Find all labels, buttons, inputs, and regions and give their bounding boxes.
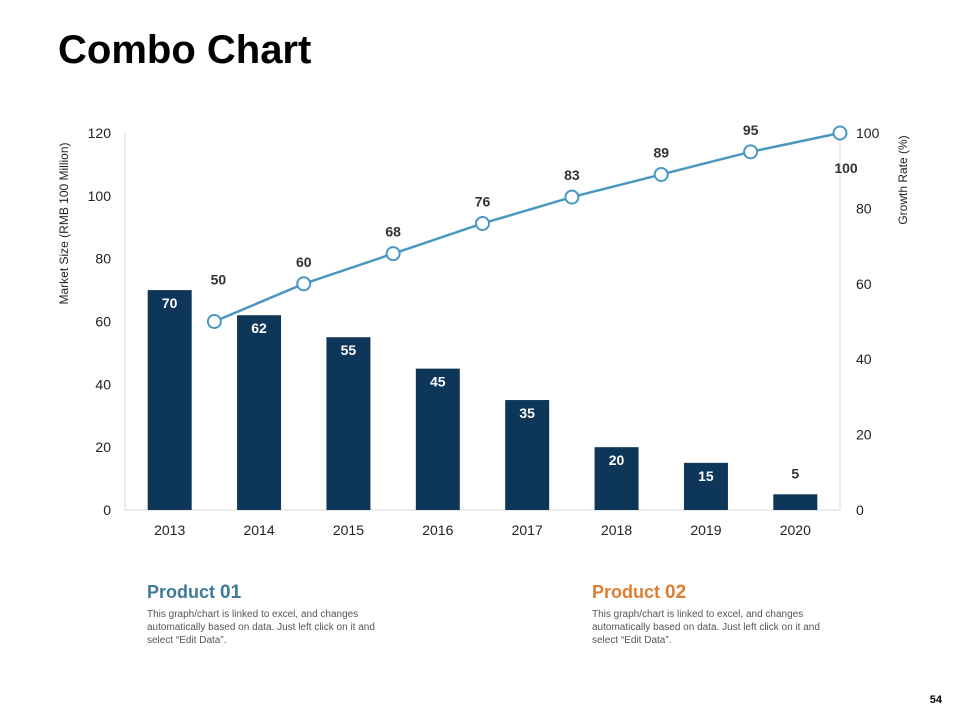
growth-data-label: 83 (564, 167, 580, 183)
bar (147, 290, 192, 510)
bar-data-label: 20 (609, 452, 625, 468)
x-tick-label: 2019 (690, 522, 721, 538)
left-tick-label: 80 (95, 251, 111, 267)
left-tick-label: 0 (103, 502, 111, 518)
x-tick-label: 2015 (333, 522, 364, 538)
bar-data-label: 55 (341, 342, 357, 358)
product-02-block: Product 02 This graph/chart is linked to… (592, 582, 832, 647)
right-tick-label: 20 (856, 427, 872, 443)
growth-data-label: 100 (834, 160, 858, 176)
x-tick-label: 2018 (601, 522, 632, 538)
product-01-description: This graph/chart is linked to excel, and… (147, 609, 375, 646)
growth-data-label: 76 (475, 193, 491, 209)
bar-data-label: 15 (698, 468, 714, 484)
x-tick-label: 2013 (154, 522, 185, 538)
bar (594, 447, 639, 510)
bar-data-label: 70 (162, 295, 178, 311)
left-tick-label: 120 (88, 125, 112, 141)
left-tick-label: 60 (95, 314, 111, 330)
x-tick-label: 2020 (780, 522, 811, 538)
bar (773, 494, 818, 510)
bar-data-label: 45 (430, 374, 446, 390)
growth-point (832, 125, 848, 141)
growth-data-label: 68 (385, 224, 401, 240)
x-tick-label: 2014 (243, 522, 274, 538)
growth-point (296, 276, 312, 292)
bar-data-label: 35 (519, 405, 535, 421)
y-axis-title: Market Size (RMB 100 Million) (57, 142, 71, 304)
x-tick-label: 2017 (512, 522, 543, 538)
product-01-name: Product (147, 582, 216, 602)
product-02-number: 02 (665, 582, 687, 603)
page-number: 54 (929, 694, 942, 706)
growth-data-label: 60 (296, 254, 312, 270)
growth-point (743, 144, 759, 160)
product-01-block: Product 01 This graph/chart is linked to… (147, 582, 387, 647)
left-tick-label: 40 (95, 376, 111, 392)
right-tick-label: 100 (856, 125, 880, 141)
bar-data-label: 5 (791, 465, 799, 481)
bar-data-label: 62 (251, 320, 267, 336)
bar (237, 315, 282, 510)
page-title: Combo Chart (58, 28, 312, 72)
product-01-title: Product 01 (147, 582, 387, 604)
right-tick-label: 0 (856, 502, 864, 518)
y2-axis-title: Growth Rate (%) (896, 135, 910, 224)
growth-line (213, 131, 841, 323)
bar (326, 337, 371, 510)
product-02-title: Product 02 (592, 582, 832, 604)
left-tick-label: 20 (95, 439, 111, 455)
growth-point (206, 314, 222, 329)
growth-point (385, 246, 401, 262)
growth-point (475, 215, 490, 231)
bar (415, 368, 460, 510)
growth-data-label: 89 (653, 144, 669, 160)
product-01-number: 01 (220, 582, 242, 603)
right-tick-label: 80 (856, 200, 872, 216)
growth-data-label: 50 (211, 272, 227, 288)
product-02-name: Product (592, 582, 661, 602)
right-tick-label: 60 (856, 276, 872, 292)
bar (505, 400, 550, 510)
x-tick-label: 2016 (422, 522, 453, 538)
bar (683, 462, 728, 510)
right-tick-label: 40 (856, 351, 872, 367)
growth-point (564, 189, 580, 205)
growth-point (653, 166, 669, 182)
left-tick-label: 100 (88, 188, 112, 204)
growth-data-label: 95 (743, 122, 759, 138)
combo-chart: 0 20 40 60 80 100 120 0 20 40 60 80 100 Market Size (… (57, 122, 910, 538)
product-02-description: This graph/chart is linked to excel, and… (592, 609, 820, 646)
